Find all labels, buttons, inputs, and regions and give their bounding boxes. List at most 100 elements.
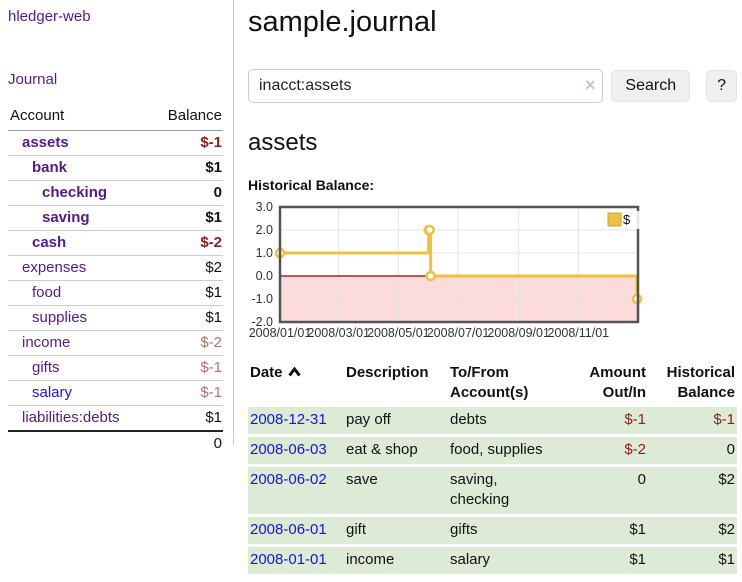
register-accounts-cell: food, supplies: [448, 437, 566, 464]
register-date-cell: 2008-06-03: [248, 437, 344, 464]
sidebar-account-link[interactable]: liabilities:debts: [22, 409, 120, 426]
register-row: 2008-06-02 save saving, checking 0 $2: [248, 467, 737, 514]
sidebar-account-row: income $-2: [8, 330, 223, 356]
svg-text:2008/05/01: 2008/05/01: [367, 326, 430, 340]
svg-text:2008/01/01: 2008/01/01: [249, 326, 312, 340]
sidebar-account-link[interactable]: checking: [42, 184, 108, 201]
sidebar-account-row: assets $-1: [8, 130, 223, 156]
search-input[interactable]: [248, 69, 604, 103]
sidebar-account-balance: $1: [150, 280, 223, 306]
register-accounts-cell: saving, checking: [448, 467, 566, 514]
sidebar-account-balance: $-1: [150, 355, 223, 381]
sidebar-account-balance: $1: [150, 405, 223, 432]
register-date-cell: 2008-12-31: [248, 407, 344, 434]
accounts-total-balance: 0: [150, 430, 223, 456]
register-amount-cell: $1: [566, 517, 648, 544]
register-header-date: Date: [250, 364, 283, 381]
svg-text:3.0: 3.0: [256, 200, 273, 214]
register-balance-cell: $2: [648, 517, 737, 544]
sidebar-account-link[interactable]: salary: [32, 384, 73, 401]
register-row: 2008-06-01 gift gifts $1 $2: [248, 517, 737, 544]
sidebar-account-link[interactable]: expenses: [22, 259, 87, 276]
register-row: 2008-06-03 eat & shop food, supplies $-2 0: [248, 437, 737, 464]
sort-ascending-icon: [287, 363, 301, 383]
sidebar: hledger-web Journal Account Balance asse…: [0, 0, 233, 456]
register-accounts-cell: debts: [448, 407, 566, 434]
app-title-link[interactable]: hledger-web: [8, 8, 91, 25]
transaction-date-link[interactable]: 2008-12-31: [250, 411, 327, 428]
sidebar-account-row: salary $-1: [8, 380, 223, 406]
register-balance-cell: $-1: [648, 407, 737, 434]
sidebar-account-link[interactable]: bank: [32, 159, 68, 176]
sidebar-account-link[interactable]: supplies: [32, 309, 88, 326]
main-content: sample.journal × Search ? assets Histori…: [248, 0, 737, 577]
account-heading: assets: [248, 129, 318, 156]
svg-text:-1.0: -1.0: [251, 292, 273, 306]
sidebar-account-balance: $2: [150, 255, 223, 281]
sidebar-account-balance: $1: [150, 155, 223, 181]
sidebar-accounts-body: assets $-1 bank $1 checking 0 saving $1 cash $-2 e…: [8, 130, 223, 432]
sidebar-account-link[interactable]: income: [22, 334, 71, 351]
accounts-total-row: 0: [8, 430, 223, 456]
sidebar-account-link[interactable]: food: [32, 284, 62, 301]
sidebar-account-row: liabilities:debts $1: [8, 405, 223, 432]
sidebar-account-balance: $1: [150, 305, 223, 331]
register-amount-cell: 0: [566, 467, 648, 514]
sidebar-account-row: saving $1: [8, 205, 223, 231]
svg-text:1.0: 1.0: [256, 246, 273, 260]
register-accounts-cell: salary: [448, 547, 566, 574]
register-header-accounts: To/From Account(s): [450, 364, 529, 401]
chart-label: Historical Balance:: [248, 177, 375, 193]
register-accounts-cell: gifts: [448, 517, 566, 544]
sidebar-account-link[interactable]: saving: [42, 209, 90, 226]
sidebar-account-row: gifts $-1: [8, 355, 223, 381]
sidebar-account-balance: 0: [150, 180, 223, 206]
accounts-header-balance: Balance: [150, 104, 223, 131]
register-balance-cell: $2: [648, 467, 737, 514]
accounts-header-account: Account: [8, 104, 151, 131]
svg-text:$: $: [623, 212, 631, 227]
transaction-date-link[interactable]: 2008-06-02: [250, 471, 327, 488]
sidebar-account-row: expenses $2: [8, 255, 223, 281]
accounts-header-row: Account Balance: [8, 104, 223, 131]
transaction-date-link[interactable]: 2008-01-01: [250, 551, 327, 568]
register-header-balance: Historical Balance: [666, 364, 735, 401]
transaction-date-link[interactable]: 2008-06-01: [250, 521, 327, 538]
sidebar-account-link[interactable]: gifts: [32, 359, 60, 376]
sidebar-item-journal[interactable]: Journal: [8, 71, 58, 88]
register-header-row: Date Description To/From Account(s) Amou…: [248, 361, 737, 404]
clear-search-icon[interactable]: ×: [585, 75, 596, 95]
sidebar-account-link[interactable]: cash: [32, 234, 67, 251]
register-row: 2008-12-31 pay off debts $-1 $-1: [248, 407, 737, 434]
page-title: sample.journal: [248, 6, 437, 38]
sidebar-account-balance: $-2: [150, 230, 223, 256]
help-button[interactable]: ?: [706, 70, 737, 102]
transaction-date-link[interactable]: 2008-06-03: [250, 441, 327, 458]
svg-text:2008/03/01: 2008/03/01: [307, 326, 370, 340]
sidebar-account-balance: $-1: [150, 380, 223, 406]
register-body: 2008-12-31 pay off debts $-1 $-1 2008-06-03 ea…: [248, 407, 737, 574]
accounts-total-spacer: [8, 430, 151, 456]
register-row: 2008-01-01 income salary $1 $1: [248, 547, 737, 574]
register-header-amount: Amount Out/In: [589, 364, 646, 401]
register-date-sort-header[interactable]: Date: [248, 361, 344, 404]
register-description-cell: income: [344, 547, 448, 574]
sidebar-account-balance: $-1: [150, 130, 223, 156]
register-table: Date Description To/From Account(s) Amou…: [248, 358, 737, 577]
sidebar-accounts-table: Account Balance assets $-1 bank $1 checking 0…: [8, 104, 223, 456]
sidebar-account-row: bank $1: [8, 155, 223, 181]
sidebar-account-row: supplies $1: [8, 305, 223, 331]
register-amount-cell: $-2: [566, 437, 648, 464]
register-description-cell: eat & shop: [344, 437, 448, 464]
chart-container: 3.0 2.0 1.0 0.0 -1.0 -2.0 2008/01/01 2008/03/01…: [248, 200, 646, 348]
sidebar-account-link[interactable]: assets: [22, 134, 69, 151]
svg-text:2008/09/01: 2008/09/01: [487, 326, 550, 340]
register-header-description: Description: [346, 364, 429, 381]
svg-text:2008/11/01: 2008/11/01: [548, 326, 610, 340]
search-button[interactable]: Search: [611, 70, 691, 102]
register-date-cell: 2008-01-01: [248, 547, 344, 574]
svg-text:-2.0: -2.0: [251, 315, 273, 329]
register-date-cell: 2008-06-01: [248, 517, 344, 544]
search-form: × Search ?: [248, 69, 737, 103]
svg-text:0.0: 0.0: [256, 269, 273, 283]
